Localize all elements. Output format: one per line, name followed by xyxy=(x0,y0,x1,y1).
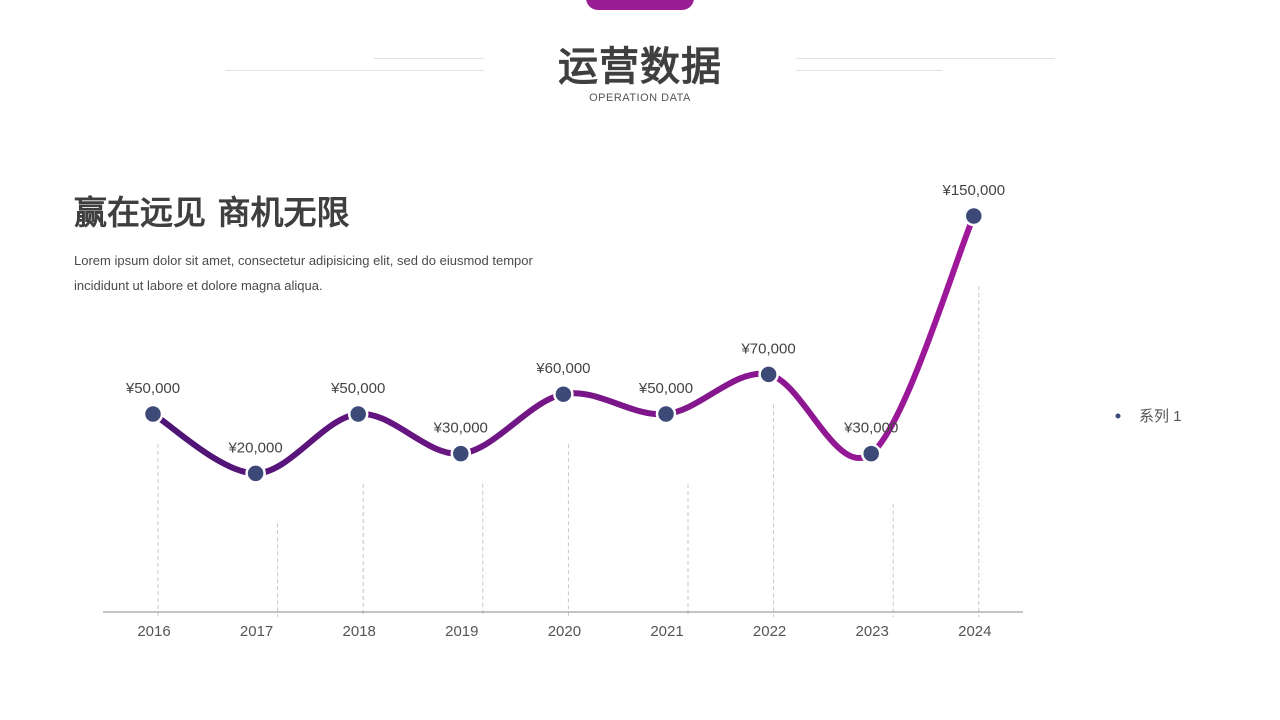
data-point-2020 xyxy=(553,383,574,405)
slogan-heading: 赢在远见 商机无限 xyxy=(74,193,350,232)
header-divider-left-2 xyxy=(225,70,484,71)
x-tick-label-2016: 2016 xyxy=(137,623,170,640)
x-tick-label-2023: 2023 xyxy=(856,623,889,640)
data-label-2023: ¥30,000 xyxy=(843,420,898,437)
data-point-2017 xyxy=(245,463,266,484)
data-point-2018 xyxy=(347,403,369,425)
chart-legend: 系列 1 xyxy=(1097,405,1182,426)
legend-line-icon xyxy=(1097,412,1139,419)
data-point-2023 xyxy=(860,443,882,464)
intro-description: Lorem ipsum dolor sit amet, consectetur … xyxy=(74,253,533,293)
data-label-2018: ¥50,000 xyxy=(330,380,385,397)
data-label-2024: ¥150,000 xyxy=(942,182,1006,199)
data-point-2024 xyxy=(963,205,985,227)
data-point-2019 xyxy=(450,443,472,464)
data-point-2021 xyxy=(655,403,677,425)
x-tick-label-2017: 2017 xyxy=(240,623,273,640)
header-divider-right-1 xyxy=(796,58,1055,59)
x-tick-label-2024: 2024 xyxy=(958,623,991,640)
data-label-2019: ¥30,000 xyxy=(433,420,488,437)
data-label-2021: ¥50,000 xyxy=(638,380,693,397)
data-point-2016 xyxy=(142,403,164,425)
x-tick-label-2018: 2018 xyxy=(343,623,376,640)
header-divider-left-1 xyxy=(374,58,484,59)
x-tick-label-2021: 2021 xyxy=(650,623,683,640)
data-label-2017: ¥20,000 xyxy=(227,439,282,456)
page-title: 运营数据 xyxy=(558,44,722,90)
data-label-2016: ¥50,000 xyxy=(125,380,180,397)
data-point-2022 xyxy=(758,364,779,385)
x-tick-label-2022: 2022 xyxy=(753,623,786,640)
header-divider-right-2 xyxy=(796,70,942,71)
data-label-2020: ¥60,000 xyxy=(535,360,590,377)
legend-label: 系列 1 xyxy=(1139,408,1182,425)
x-tick-label-2019: 2019 xyxy=(445,623,478,640)
data-label-2022: ¥70,000 xyxy=(740,340,795,357)
top-accent-tab xyxy=(586,0,694,10)
x-tick-label-2020: 2020 xyxy=(548,623,581,640)
page-subtitle: OPERATION DATA xyxy=(589,92,691,104)
